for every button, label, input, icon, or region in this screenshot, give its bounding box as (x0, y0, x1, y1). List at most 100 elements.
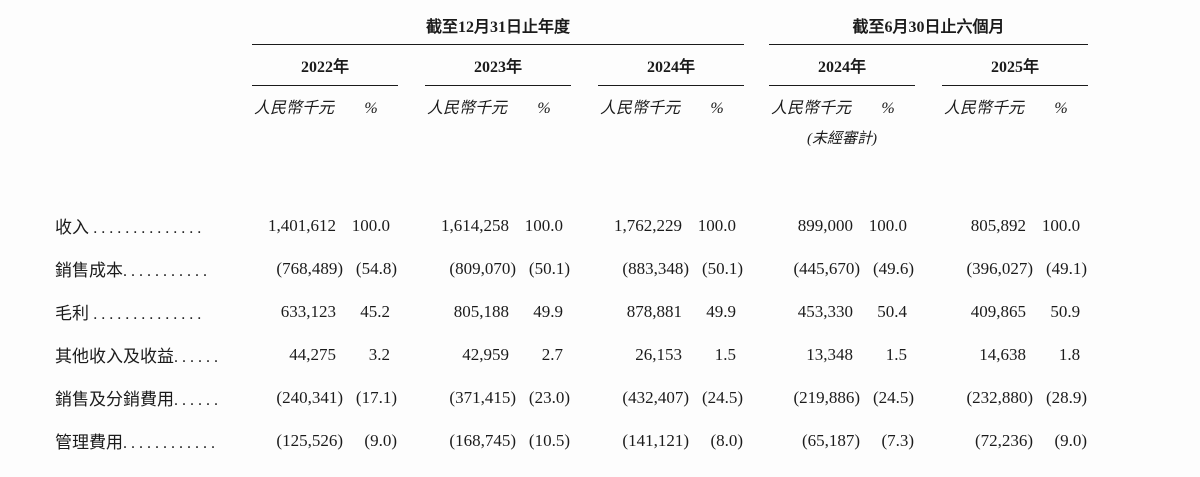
row-label: 銷售及分銷費用...... (55, 376, 252, 419)
amount-cell: 1,762,229 (614, 215, 682, 235)
dot-leader: ........... (123, 263, 211, 280)
empty-cell (425, 122, 571, 153)
percent-cell: 100.0 (868, 215, 908, 235)
year-header-2022: 2022年 (252, 44, 398, 86)
percent-label: % (710, 100, 724, 117)
amount-cell: 409,865 (970, 301, 1027, 321)
amount-cell: 14,638 (979, 344, 1027, 364)
column-gap (744, 333, 769, 376)
amount-cell: (768,489) (276, 258, 343, 278)
unit-label: 人民幣千元 (944, 100, 1025, 117)
amount-cell: (65,187) (801, 430, 861, 450)
amount-cell: 633,123 (280, 301, 336, 321)
percent-cell: (24.5) (872, 387, 915, 407)
amount-cell: (445,670) (793, 258, 861, 278)
amount-cell: (219,886) (793, 387, 861, 407)
percent-cell: (50.1) (528, 258, 570, 278)
percent-cell: (24.5) (701, 387, 744, 407)
column-gap (571, 122, 598, 153)
unit-label: 人民幣千元 (254, 100, 335, 117)
amount-cell: (232,880) (966, 387, 1034, 407)
amount-cell: 878,881 (626, 301, 682, 321)
column-gap (398, 419, 425, 462)
column-gap (744, 376, 769, 419)
row-label: 銷售成本........... (55, 247, 252, 290)
column-gap (744, 204, 769, 247)
dot-leader: .............. (93, 220, 206, 237)
unit-label: 人民幣千元 (427, 100, 508, 117)
column-gap (398, 247, 425, 290)
column-gap (571, 85, 598, 122)
column-gap (744, 10, 769, 44)
column-gap (744, 44, 769, 85)
column-gap (398, 44, 425, 85)
column-gap (398, 290, 425, 333)
year-header-2025-interim: 2025年 (942, 44, 1089, 86)
column-gap (398, 204, 425, 247)
percent-label: % (1054, 100, 1068, 117)
unit-label: 人民幣千元 (600, 100, 681, 117)
percent-label: % (881, 100, 895, 117)
dot-leader: ...... (174, 349, 222, 366)
amount-cell: (432,407) (622, 387, 689, 407)
row-label-text: 管理費用 (55, 433, 123, 452)
row-label-text: 其他收入及收益 (55, 347, 174, 366)
amount-cell: 26,153 (635, 344, 682, 364)
percent-cell: (9.0) (1054, 430, 1088, 450)
percent-cell: (28.9) (1046, 387, 1088, 407)
column-gap (571, 419, 598, 462)
spacer-row (55, 153, 1088, 204)
empty-cell (252, 122, 398, 153)
amount-cell: 899,000 (797, 215, 854, 235)
financial-summary-table: 截至12月31日止年度 截至6月30日止六個月 2022年 2023年 2024… (55, 10, 1089, 462)
column-gap (915, 333, 942, 376)
dot-leader: ...... (174, 392, 222, 409)
column-gap (571, 290, 598, 333)
percent-label: % (364, 100, 378, 117)
year-header-2024: 2024年 (598, 44, 745, 86)
empty-cell (942, 122, 1088, 153)
percent-cell: 49.9 (533, 301, 563, 321)
percent-cell: 50.9 (1050, 301, 1081, 321)
amount-cell: (141,121) (622, 430, 689, 450)
row-label-text: 銷售成本 (55, 261, 123, 280)
row-label: 收入 .............. (55, 204, 252, 247)
percent-cell: (50.1) (701, 258, 744, 278)
column-gap (915, 419, 942, 462)
year-header-2023: 2023年 (425, 44, 571, 86)
table-row-cost-of-sales: 銷售成本........... (768,489) (54.8) (809,07… (55, 247, 1088, 290)
amount-cell: 42,959 (462, 344, 509, 364)
column-gap (915, 85, 942, 122)
percent-cell: 1.5 (714, 344, 737, 364)
percent-cell: 100.0 (351, 215, 390, 235)
column-gap (398, 85, 425, 122)
column-gap (915, 247, 942, 290)
percent-cell: 49.9 (706, 301, 737, 321)
amount-cell: 1,614,258 (441, 215, 509, 235)
percent-cell: (7.3) (881, 430, 915, 450)
amount-cell: (883,348) (622, 258, 689, 278)
row-label: 其他收入及收益...... (55, 333, 252, 376)
empty-cell (55, 122, 252, 153)
amount-cell: 13,348 (806, 344, 854, 364)
percent-cell: 50.4 (877, 301, 908, 321)
table-row-administrative-expenses: 管理費用............ (125,526) (9.0) (168,74… (55, 419, 1088, 462)
amount-cell: 44,275 (289, 344, 336, 364)
amount-cell: (125,526) (276, 430, 343, 450)
column-gap (571, 44, 598, 85)
period-group-header-row: 截至12月31日止年度 截至6月30日止六個月 (55, 10, 1089, 45)
column-gap (571, 376, 598, 419)
table-row-selling-and-distribution-expenses: 銷售及分銷費用...... (240,341) (17.1) (371,415)… (55, 376, 1088, 419)
unit-header-row: 人民幣千元 % 人民幣千元 % 人民幣千元 % 人民幣千元 % 人民幣千元 % (55, 85, 1088, 122)
empty-cell (55, 10, 252, 44)
group-header-annual: 截至12月31日止年度 (252, 10, 745, 45)
percent-cell: (17.1) (355, 387, 397, 407)
percent-label: % (537, 100, 551, 117)
column-gap (571, 204, 598, 247)
row-label-text: 毛利 (55, 304, 94, 323)
row-label: 毛利 .............. (55, 290, 252, 333)
percent-cell: (54.8) (355, 258, 397, 278)
amount-cell: (72,236) (974, 430, 1034, 450)
percent-cell: 1.8 (1058, 344, 1081, 364)
percent-cell: 100.0 (1041, 215, 1081, 235)
